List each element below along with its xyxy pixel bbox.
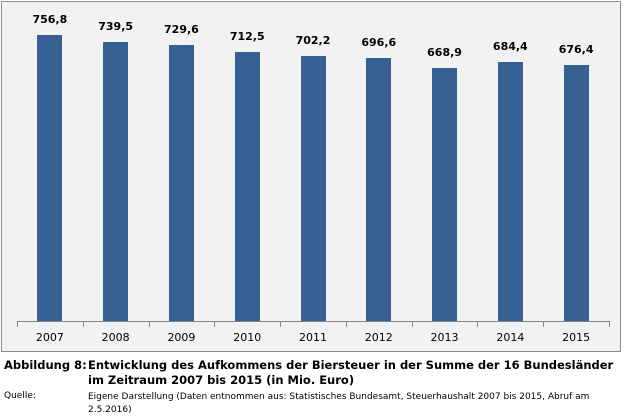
x-axis	[17, 321, 609, 322]
x-tick-label: 2014	[496, 331, 525, 344]
bar-2011	[300, 55, 326, 321]
data-label: 739,5	[98, 19, 134, 33]
plot-area: 756,8 739,5 729,6 712,5 702,2 696,6 668,9 684,4…	[17, 2, 609, 321]
bar-2009	[168, 45, 194, 321]
data-label: 684,4	[492, 40, 528, 54]
bar-2014	[497, 62, 523, 321]
x-tick-label: 2011	[299, 331, 327, 344]
bar-2015	[563, 65, 589, 321]
bar-2010	[234, 51, 260, 321]
data-label: 756,8	[32, 13, 68, 26]
x-tick-label: 2010	[233, 331, 262, 344]
x-tick	[477, 321, 478, 327]
source-text: Eigene Darstellung (Daten entnommen aus:…	[88, 392, 590, 415]
x-tick-label: 2012	[364, 331, 393, 344]
x-tick-label: 2013	[430, 331, 459, 344]
data-label: 712,5	[229, 29, 265, 43]
bar-2007	[37, 35, 63, 321]
x-tick-label: 2008	[101, 331, 130, 344]
data-label: 676,4	[558, 43, 594, 57]
x-tick	[609, 321, 610, 327]
source-label: Quelle:	[4, 391, 36, 401]
data-label: 668,9	[427, 46, 462, 60]
x-tick	[83, 321, 84, 327]
x-tick	[214, 321, 215, 327]
bar-2012	[366, 57, 392, 321]
bar-2013	[432, 68, 458, 321]
chart-area: 756,8 739,5 729,6 712,5 702,2 696,6 668,9 684,4…	[1, 1, 621, 352]
x-tick	[412, 321, 413, 327]
figure-caption: Abbildung 8: Entwicklung des Aufkommens …	[4, 358, 620, 417]
x-tick	[280, 321, 281, 327]
figure-label: Abbildung 8:	[4, 358, 87, 372]
data-label: 696,6	[361, 35, 397, 49]
data-label: 702,2	[295, 33, 331, 47]
x-tick-label: 2009	[167, 331, 196, 344]
x-tick	[543, 321, 544, 327]
x-tick-label: 2007	[35, 331, 64, 344]
x-tick-label: 2015	[562, 331, 591, 344]
x-tick	[149, 321, 150, 327]
x-tick	[17, 321, 18, 327]
figure-title: Entwicklung des Aufkommens der Biersteue…	[88, 358, 614, 387]
x-tick	[346, 321, 347, 327]
data-label: 729,6	[164, 23, 199, 37]
bar-2008	[103, 41, 129, 321]
